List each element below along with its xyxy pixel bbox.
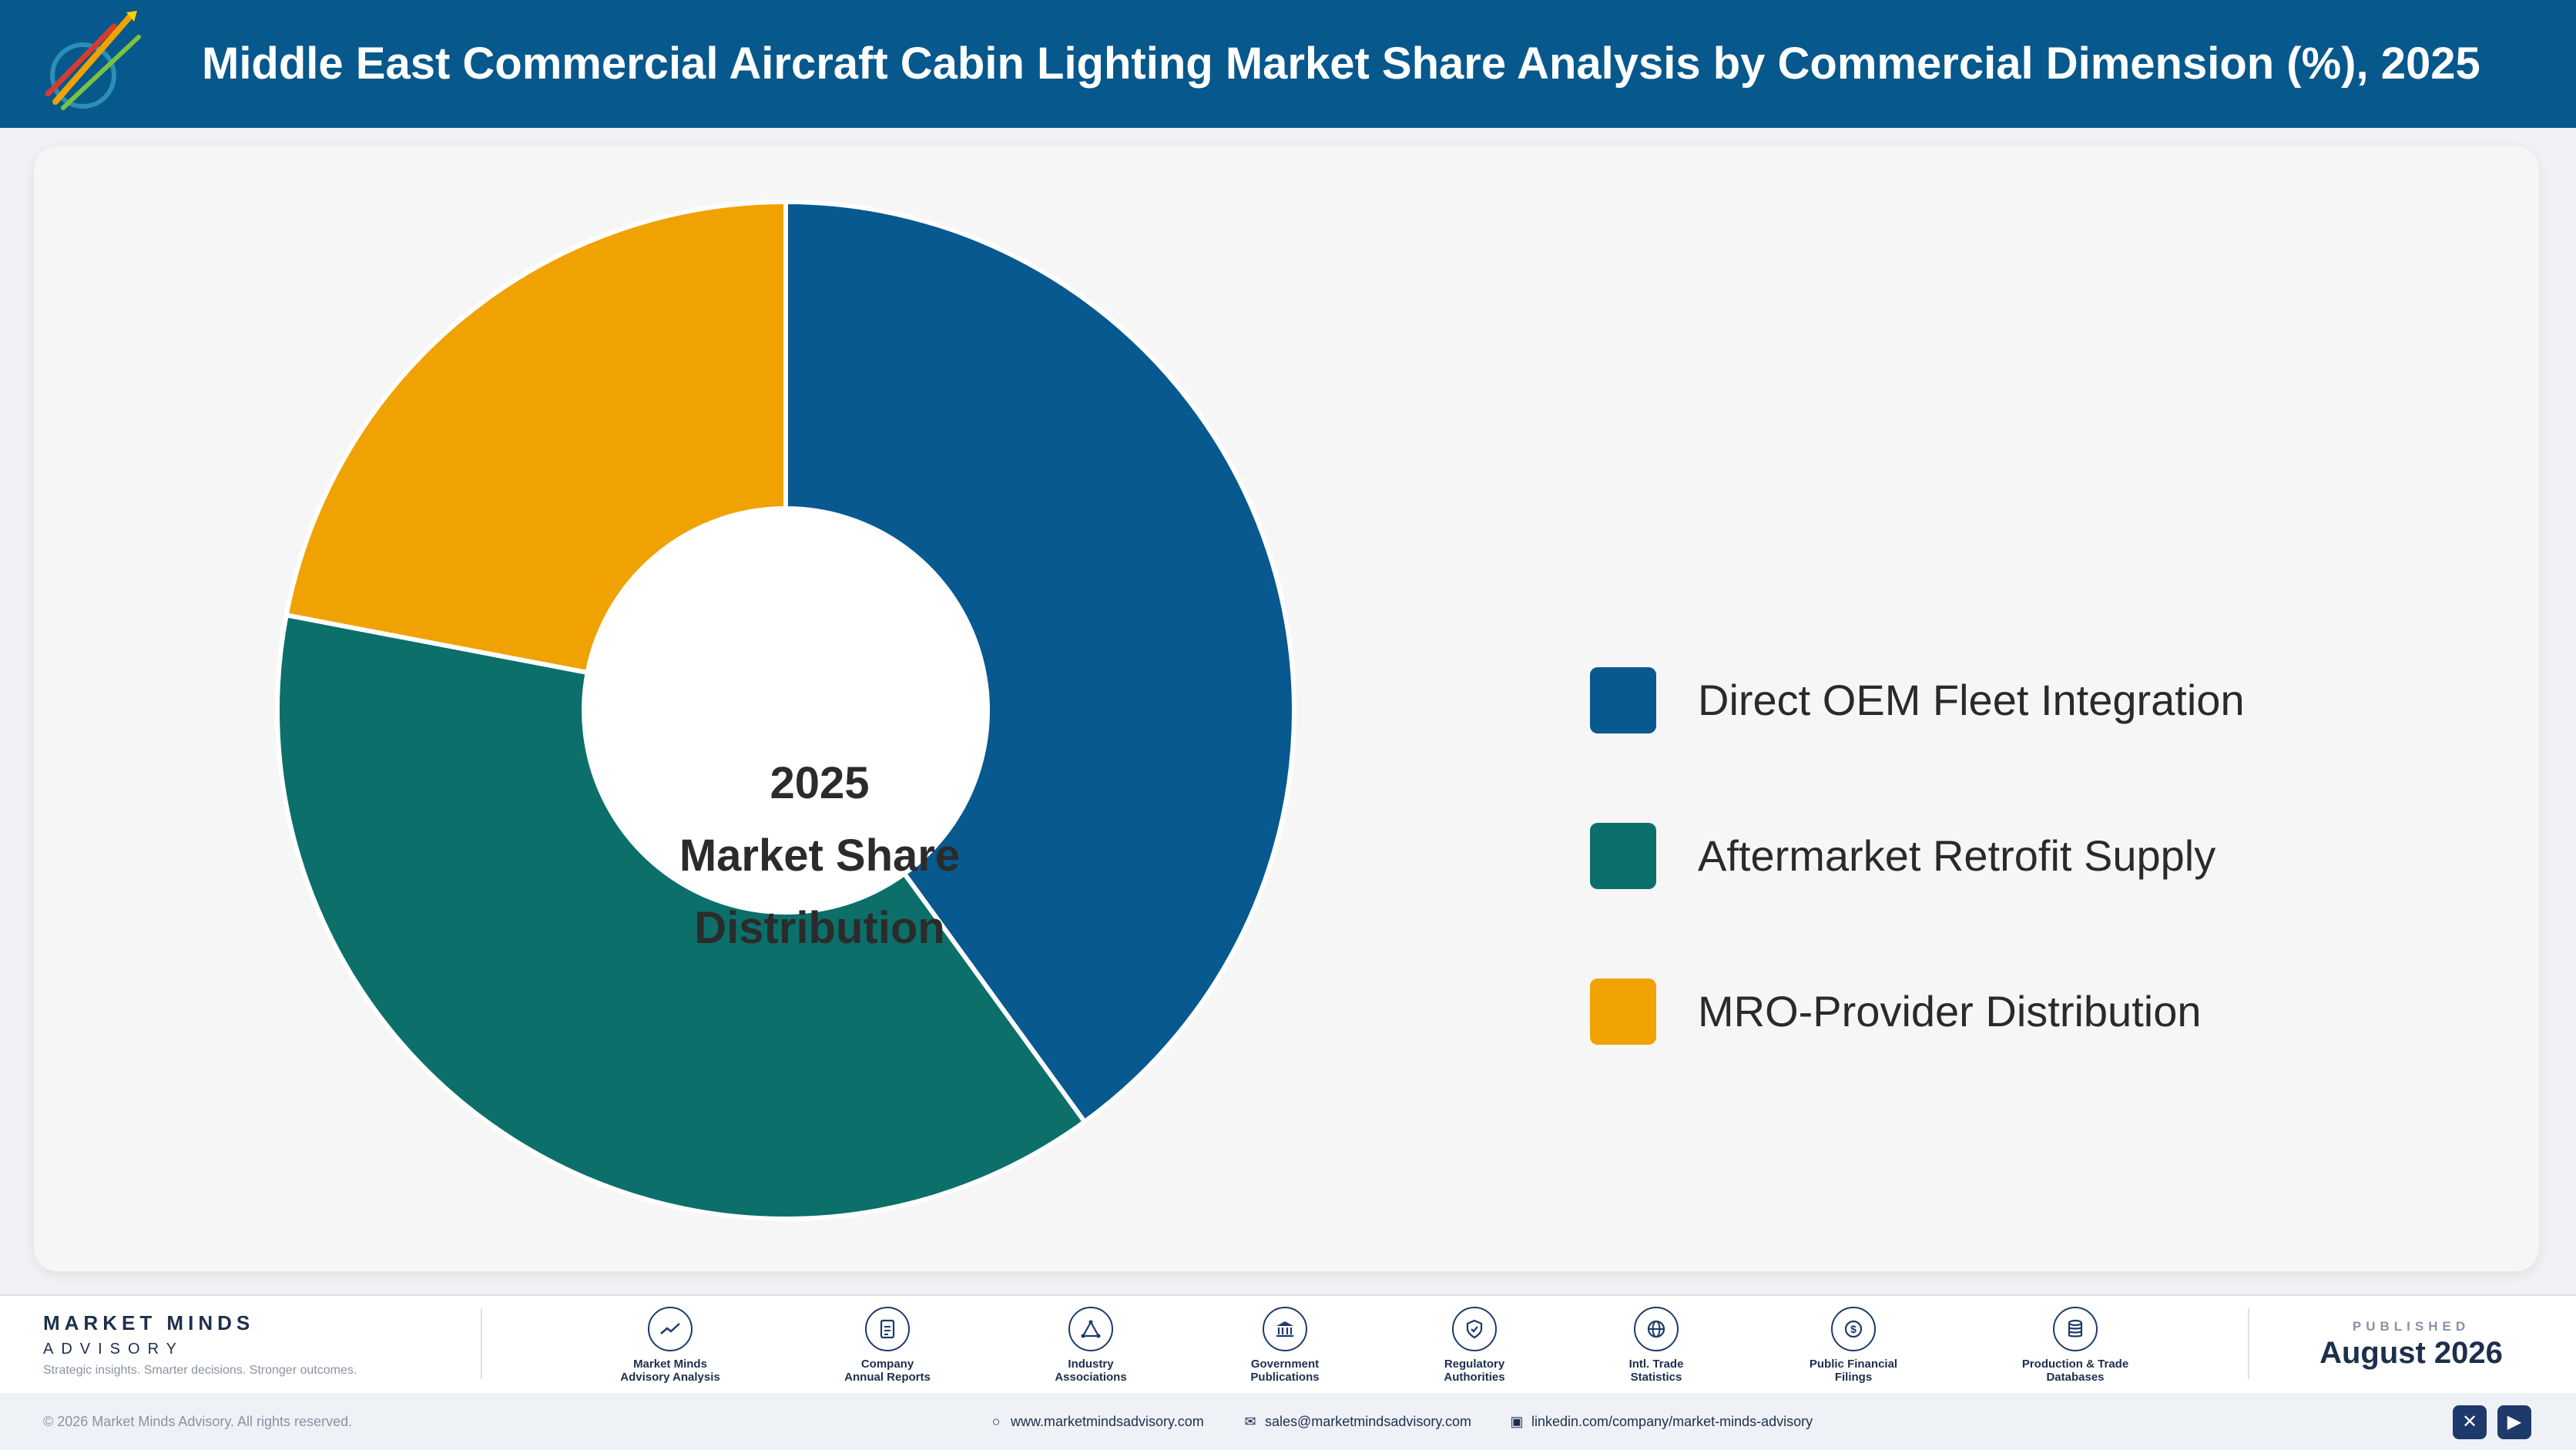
source-industry-associations: Industry Associations [1014, 1307, 1168, 1384]
source-label-line-1: Intl. Trade [1628, 1358, 1684, 1371]
source-label-line-1: Public Financial [1809, 1358, 1898, 1371]
source-label-line-2: Advisory Analysis [620, 1371, 720, 1384]
source-label-line-2: Databases [2046, 1371, 2105, 1384]
header-bar: Middle East Commercial Aircraft Cabin Li… [0, 0, 2576, 128]
trend-icon [648, 1307, 693, 1351]
donut-slice-aftermarket [275, 612, 1088, 1221]
published-date: August 2026 [2319, 1336, 2503, 1370]
source-regulatory-authorities: Regulatory Authorities [1397, 1307, 1551, 1384]
svg-text:$: $ [1850, 1323, 1857, 1335]
network-icon [1068, 1307, 1113, 1351]
source-label-line-2: Authorities [1444, 1371, 1505, 1384]
bottom-bar: © 2026 Market Minds Advisory. All rights… [0, 1393, 2576, 1450]
source-label-line-1: Company [860, 1358, 914, 1371]
chart-panel: 2025 Market Share Distribution Direct OE… [34, 146, 2539, 1271]
center-label-line-2: Market Share [679, 831, 961, 881]
government-icon [1263, 1307, 1307, 1351]
footer-divider-right [2248, 1308, 2249, 1379]
company-logo [45, 11, 141, 110]
donut-hole [585, 510, 986, 911]
legend-label-mro: MRO-Provider Distribution [1698, 987, 2202, 1035]
linkedin-icon: ▣ [1510, 1414, 1524, 1429]
source-financial-filings: $ Public Financial Filings [1776, 1307, 1930, 1384]
legend-item-aftermarket: Aftermarket Retrofit Supply [1590, 823, 2437, 889]
shield-icon [1452, 1307, 1497, 1351]
source-label-line-1: Regulatory [1444, 1358, 1505, 1371]
source-company-reports: Company Annual Reports [810, 1307, 964, 1384]
footer: MARKET MINDS ADVISORY Strategic insights… [0, 1294, 2576, 1393]
brand-tagline: Strategic insights. Smarter decisions. S… [43, 1364, 357, 1377]
document-icon [865, 1307, 910, 1351]
youtube-social-icon[interactable]: ▶ [2497, 1405, 2531, 1439]
page-title: Middle East Commercial Aircraft Cabin Li… [202, 39, 2480, 89]
legend-label-aftermarket: Aftermarket Retrofit Supply [1698, 831, 2216, 880]
legend-item-mro: MRO-Provider Distribution [1590, 978, 2437, 1045]
linkedin-text: linkedin.com/company/market-minds-adviso… [1531, 1414, 1813, 1429]
email-text: sales@marketmindsadvisory.com [1265, 1414, 1472, 1429]
source-label-line-1: Market Minds [633, 1358, 707, 1371]
dollar-icon: $ [1831, 1307, 1876, 1351]
globe-icon: ○ [991, 1414, 1001, 1429]
source-label-line-2: Filings [1834, 1371, 1873, 1384]
globe-icon [1634, 1307, 1679, 1351]
mail-icon: ✉ [1244, 1414, 1256, 1429]
linkedin-link[interactable]: ▣ linkedin.com/company/market-minds-advis… [1508, 1393, 1813, 1450]
email-link[interactable]: ✉ sales@marketmindsadvisory.com [1242, 1393, 1471, 1450]
source-label-line-1: Government [1250, 1358, 1320, 1371]
source-government-publications: Government Publications [1208, 1307, 1362, 1384]
brand-name: MARKET MINDS [43, 1311, 255, 1334]
source-label-line-2: Statistics [1630, 1371, 1682, 1384]
source-label-line-2: Annual Reports [844, 1371, 931, 1384]
legend-swatch-oem [1590, 667, 1656, 733]
x-social-icon[interactable]: ✕ [2453, 1405, 2487, 1439]
source-trade-databases: Production & Trade Databases [1998, 1307, 2152, 1384]
footer-divider-left [481, 1308, 482, 1379]
source-trade-statistics: Intl. Trade Statistics [1579, 1307, 1733, 1384]
source-label-line-2: Associations [1055, 1371, 1127, 1384]
legend-item-oem: Direct OEM Fleet Integration [1590, 667, 2437, 733]
legend-swatch-aftermarket [1590, 823, 1656, 889]
center-label-line-1: 2025 [770, 758, 870, 808]
source-label-line-2: Publications [1250, 1371, 1320, 1384]
source-label-line-1: Production & Trade [2021, 1358, 2129, 1371]
legend-label-oem: Direct OEM Fleet Integration [1698, 676, 2245, 724]
center-label-line-3: Distribution [694, 903, 945, 953]
published-label: PUBLISHED [2352, 1319, 2470, 1334]
website-text: www.marketmindsadvisory.com [1011, 1414, 1204, 1429]
legend-swatch-mro [1590, 978, 1656, 1045]
website-link[interactable]: ○ www.marketmindsadvisory.com [988, 1393, 1204, 1450]
donut-chart [275, 199, 1296, 1221]
source-label-line-1: Industry [1068, 1358, 1114, 1371]
donut-slice-mro [283, 199, 788, 676]
source-market-minds: Market Minds Advisory Analysis [593, 1307, 747, 1384]
brand-subtitle: ADVISORY [43, 1341, 184, 1358]
donut-slice-oem [783, 199, 1296, 1126]
donut-center-label: 2025 Market Share Distribution [619, 747, 1020, 965]
copyright-text: © 2026 Market Minds Advisory. All rights… [43, 1414, 353, 1429]
database-icon [2053, 1307, 2098, 1351]
